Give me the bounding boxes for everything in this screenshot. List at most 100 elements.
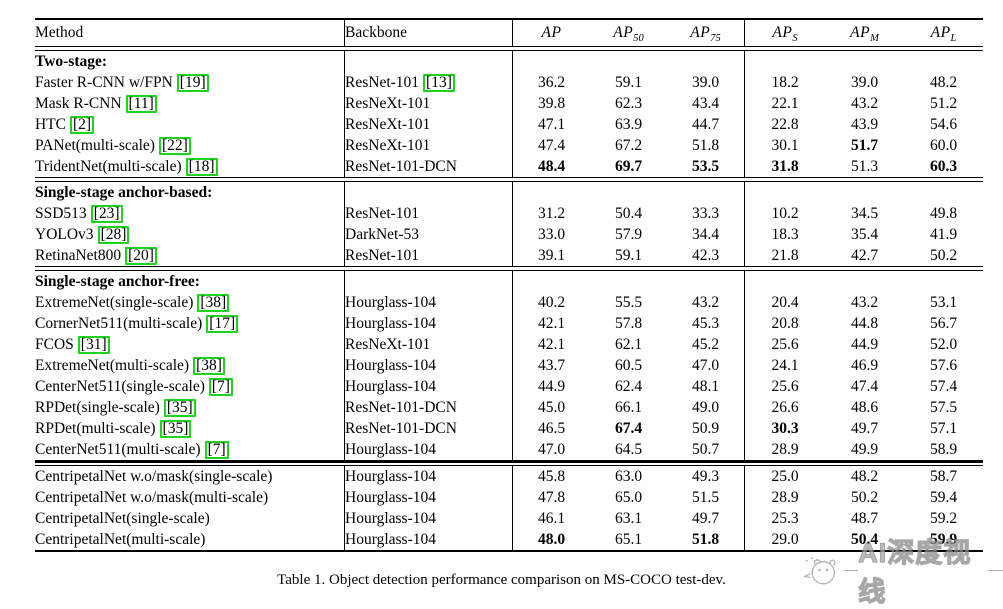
metric-value-cell: 51.2 xyxy=(929,95,958,112)
backbone-name: Hourglass-104 xyxy=(345,378,436,395)
method-name: CornerNet511(multi-scale) xyxy=(35,315,203,332)
metric-subscript: 75 xyxy=(710,33,721,45)
citation-link[interactable]: [19] xyxy=(176,74,209,92)
metric-value-cell: 67.2 xyxy=(614,137,643,154)
citation-link[interactable]: [17] xyxy=(206,315,239,333)
citation-link[interactable]: [13] xyxy=(423,74,455,92)
section-double-rule xyxy=(35,266,983,271)
metric-value-cell: 45.3 xyxy=(667,313,745,334)
backbone-name: ResNet-101-DCN xyxy=(345,158,457,175)
citation-link[interactable]: [35] xyxy=(159,420,192,438)
metric-label: AP xyxy=(930,24,951,41)
metric-value-cell: 67.4 xyxy=(614,420,643,437)
metric-value-cell: 50.7 xyxy=(667,439,745,460)
empty-cell xyxy=(745,271,825,292)
metric-value-cell: 49.8 xyxy=(929,205,958,222)
backbone-cell: ResNeXt-101 xyxy=(345,93,513,114)
metric-value-cell: 49.3 xyxy=(667,466,745,487)
table-row: Faster R-CNN w/FPN [19] ResNet-101 [13] 36.2… xyxy=(35,72,983,93)
empty-cell xyxy=(513,182,590,203)
metric-value-cell: 47.0 xyxy=(667,355,745,376)
col-header-ap: AP xyxy=(513,20,590,46)
metric-value-cell: 65.1 xyxy=(614,531,643,548)
method-name: SSD513 xyxy=(35,205,87,222)
metric-value-cell: 63.9 xyxy=(614,116,643,133)
citation-link[interactable]: [2] xyxy=(70,116,95,134)
metric-value-cell: 35.4 xyxy=(850,226,879,243)
metric-value-cell: 45.2 xyxy=(667,334,745,355)
metric-value-cell: 44.9 xyxy=(850,336,879,353)
citation-link[interactable]: [7] xyxy=(204,441,229,459)
method-cell: ExtremeNet(single-scale) [38] xyxy=(35,292,345,313)
citation-link[interactable]: [11] xyxy=(125,95,157,113)
citation-link[interactable]: [22] xyxy=(158,137,191,155)
citation-link[interactable]: [35] xyxy=(163,399,196,417)
table-row: CenterNet511(single-scale) [7] Hourglass-1… xyxy=(35,376,983,397)
metric-value-cell: 60.5 xyxy=(614,357,643,374)
col-header-ap50: AP50 xyxy=(590,20,667,46)
metric-value-cell: 57.5 xyxy=(929,399,958,416)
method-name: Faster R-CNN w/FPN xyxy=(35,74,173,91)
backbone-cell: DarkNet-53 xyxy=(345,224,513,245)
metric-value-cell: 47.8 xyxy=(537,489,566,506)
metric-value-cell: 48.2 xyxy=(850,468,879,485)
backbone-cell: ResNet-101-DCN xyxy=(345,397,513,418)
citation-number: 13 xyxy=(431,74,447,91)
method-cell: YOLOv3 [28] xyxy=(35,224,345,245)
table-row: RPDet(single-scale) [35] ResNet-101-DCN 45.… xyxy=(35,397,983,418)
metric-value-cell: 50.4 xyxy=(614,205,643,222)
backbone-name: Hourglass-104 xyxy=(345,441,436,458)
citation-link[interactable]: [38] xyxy=(197,294,230,312)
backbone-name: DarkNet-53 xyxy=(345,226,420,243)
metric-value-cell: 18.2 xyxy=(771,74,799,91)
metric-value-cell: 54.6 xyxy=(929,116,958,133)
backbone-cell: Hourglass-104 xyxy=(345,487,513,508)
metric-value-cell: 48.2 xyxy=(929,74,958,91)
method-name: RPDet(multi-scale) xyxy=(35,420,156,437)
metric-value-cell: 51.7 xyxy=(850,137,879,154)
backbone-name: Hourglass-104 xyxy=(345,531,436,548)
metric-value-cell: 62.1 xyxy=(614,336,643,353)
metric-value-cell: 50.2 xyxy=(850,489,879,506)
citation-link[interactable]: [38] xyxy=(193,357,225,375)
metric-value-cell: 50.9 xyxy=(667,418,745,439)
metric-value-cell: 34.4 xyxy=(667,224,745,245)
table-row: YOLOv3 [28] DarkNet-53 33.0 57.9 34.4 18.3 35.4… xyxy=(35,224,983,245)
metric-value-cell: 60.3 xyxy=(929,158,958,175)
citation-number: 18 xyxy=(193,158,210,175)
backbone-name: ResNet-101 xyxy=(345,247,420,264)
citation-link[interactable]: [28] xyxy=(97,226,130,244)
method-cell: Mask R-CNN [11] xyxy=(35,93,345,114)
citation-number: 22 xyxy=(167,137,183,154)
metric-value-cell: 10.2 xyxy=(771,205,799,222)
metric-value-cell: 31.2 xyxy=(537,205,566,222)
section-label: Single-stage anchor-free: xyxy=(35,271,345,292)
metric-value-cell: 34.5 xyxy=(850,205,879,222)
citation-link[interactable]: [7] xyxy=(208,378,233,396)
metric-value-cell: 42.1 xyxy=(537,315,566,332)
metric-value-cell: 50.4 xyxy=(850,531,879,548)
metric-value-cell: 45.0 xyxy=(537,399,566,416)
metric-value-cell: 62.4 xyxy=(614,378,643,395)
metric-value-cell: 44.9 xyxy=(537,378,566,395)
method-cell: RPDet(multi-scale) [35] xyxy=(35,418,345,439)
metric-value-cell: 59.1 xyxy=(614,247,643,264)
metric-value-cell: 58.9 xyxy=(929,441,958,458)
method-cell: CentripetalNet(single-scale) xyxy=(35,508,345,529)
metric-value-cell: 28.9 xyxy=(771,441,799,458)
method-cell: HTC [2] xyxy=(35,114,345,135)
metric-value-cell: 25.6 xyxy=(771,336,799,353)
section-label-row: Single-stage anchor-free: xyxy=(35,271,983,292)
citation-link[interactable]: [18] xyxy=(185,158,218,176)
metric-value-cell: 44.8 xyxy=(850,315,879,332)
method-name: RPDet(single-scale) xyxy=(35,399,160,416)
empty-cell xyxy=(745,51,825,72)
citation-link[interactable]: [23] xyxy=(90,205,123,223)
table-row: CentripetalNet w.o/mask(single-scale) Hou… xyxy=(35,466,983,487)
citation-link[interactable]: [31] xyxy=(77,336,110,354)
metric-subscript: L xyxy=(950,33,957,45)
backbone-name: Hourglass-104 xyxy=(345,468,436,485)
citation-link[interactable]: [20] xyxy=(125,247,157,265)
method-name: YOLOv3 xyxy=(35,226,94,243)
metric-value-cell: 66.1 xyxy=(614,399,643,416)
